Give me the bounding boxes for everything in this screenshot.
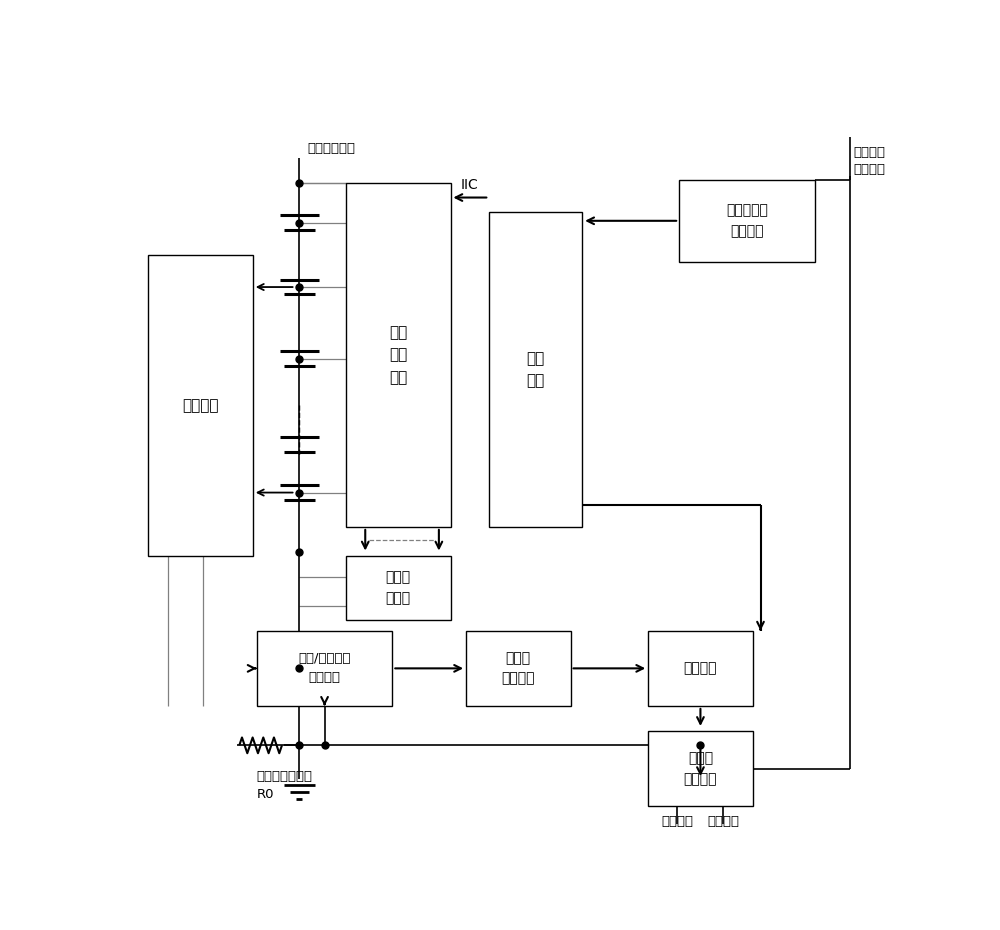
Text: 放电端异常
保护电路: 放电端异常 保护电路 xyxy=(726,204,768,238)
Text: 控制
模块: 控制 模块 xyxy=(527,351,545,388)
Text: 均衡电路: 均衡电路 xyxy=(182,398,219,413)
Text: 充放电
开关电路: 充放电 开关电路 xyxy=(684,751,717,786)
Text: 负载正端
充电正端: 负载正端 充电正端 xyxy=(854,146,886,176)
Bar xyxy=(648,731,753,806)
Bar xyxy=(679,179,815,262)
Text: 充放电
驱动电路: 充放电 驱动电路 xyxy=(502,651,535,685)
Bar xyxy=(346,555,450,620)
Bar xyxy=(489,212,582,527)
Text: 模拟
前端
电路: 模拟 前端 电路 xyxy=(389,326,407,385)
Text: 锂电池组正端: 锂电池组正端 xyxy=(307,141,355,154)
Text: 控制电路: 控制电路 xyxy=(684,661,717,675)
Bar xyxy=(466,631,571,706)
Text: IIC: IIC xyxy=(461,178,479,192)
Text: 充电/放电电流
保护电路: 充电/放电电流 保护电路 xyxy=(298,652,351,684)
Bar xyxy=(346,183,450,527)
Bar xyxy=(257,631,392,706)
Text: 均衡驱
动电路: 均衡驱 动电路 xyxy=(386,570,411,605)
Text: 充电负端: 充电负端 xyxy=(661,815,693,828)
Bar xyxy=(648,631,753,706)
Bar xyxy=(148,255,253,555)
Text: 负载负端: 负载负端 xyxy=(707,815,739,828)
Text: 电流采样电阻器
R0: 电流采样电阻器 R0 xyxy=(257,770,313,802)
